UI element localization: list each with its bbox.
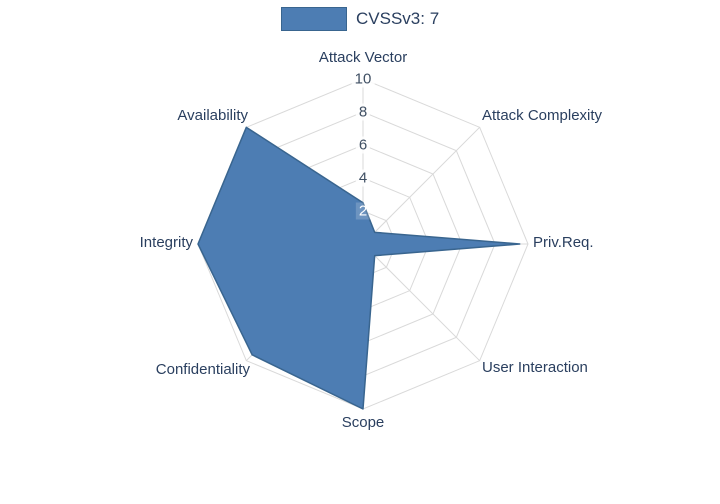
axis-label-attack-complexity: Attack Complexity <box>482 107 603 124</box>
axis-label-priv-req: Priv.Req. <box>533 234 594 251</box>
axis-label-availability: Availability <box>177 107 248 124</box>
radial-tick-2: 2 <box>355 202 371 220</box>
axis-label-scope: Scope <box>341 414 385 431</box>
axis-label-user-interaction: User Interaction <box>482 359 588 376</box>
legend-item[interactable]: CVSSv3: 7 <box>281 7 439 31</box>
axis-label-confidentiality: Confidentiality <box>155 361 250 378</box>
radial-tick-4: 4 <box>355 169 371 187</box>
axis-label-attack-vector: Attack Vector <box>318 49 408 66</box>
radial-tick-6: 6 <box>355 136 371 154</box>
axis-label-integrity: Integrity <box>139 234 193 251</box>
axis-spoke <box>362 243 481 362</box>
radial-tick-8: 8 <box>355 103 371 121</box>
radial-tick-10: 10 <box>351 70 375 88</box>
axis-spoke <box>362 126 481 245</box>
data-polygon[interactable] <box>197 126 521 410</box>
legend-swatch <box>281 7 347 31</box>
legend-label: CVSSv3: 7 <box>356 9 440 28</box>
